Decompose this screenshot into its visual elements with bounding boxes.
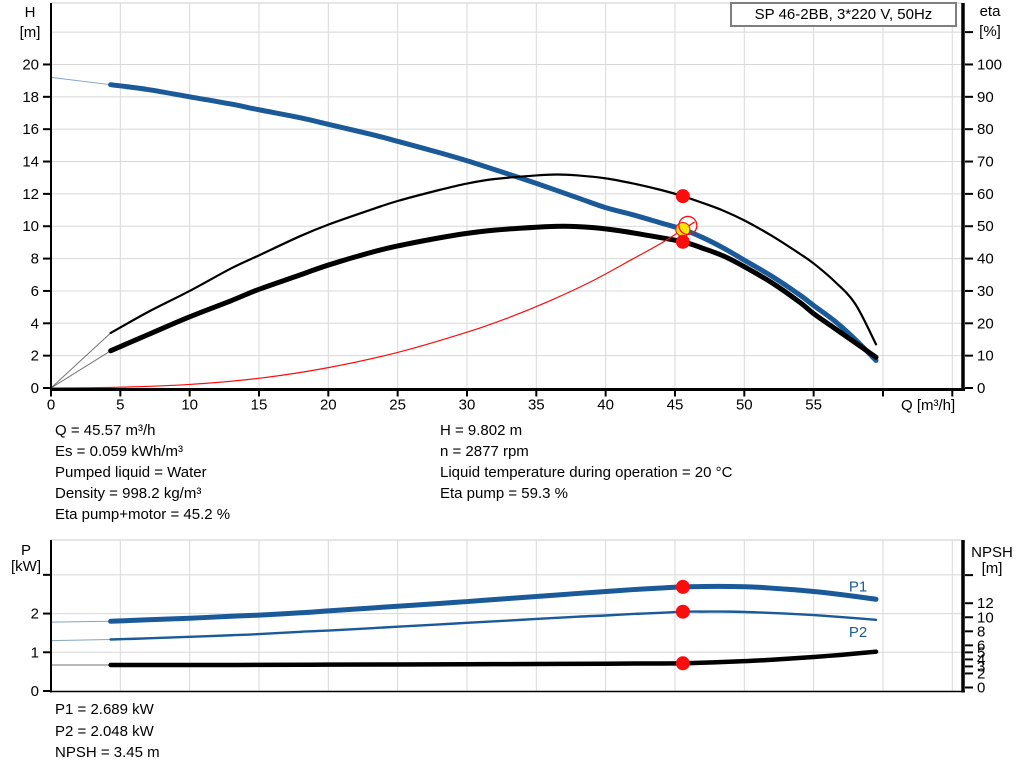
tick-label: 4 bbox=[31, 315, 39, 332]
tick-label: 0 bbox=[47, 397, 55, 414]
tick-label: 2 bbox=[31, 606, 39, 623]
p1-curve-thin bbox=[50, 620, 111, 623]
op-specific-energy: Es = 0.059 kWh/m³ bbox=[55, 443, 183, 460]
eta-axis-label: eta [%] bbox=[964, 2, 1016, 42]
eta-axis-label-unit: [%] bbox=[979, 23, 1001, 40]
head-curve-thin bbox=[50, 76, 111, 86]
tick-label: 35 bbox=[528, 397, 545, 414]
h-axis-label-unit: [m] bbox=[19, 24, 41, 41]
op-p1: P1 = 2.689 kW bbox=[55, 701, 154, 718]
tick-label: 55 bbox=[805, 397, 822, 414]
op-eta-pump: Eta pump = 59.3 % bbox=[440, 485, 568, 502]
eta-pump-curve-thin bbox=[50, 332, 111, 389]
eta-pump-motor-curve bbox=[108, 223, 879, 360]
tick-label: 70 bbox=[977, 154, 994, 171]
tick-label: 14 bbox=[22, 154, 39, 171]
tick-label: 6 bbox=[31, 283, 39, 300]
tick-label: 12 bbox=[977, 595, 994, 612]
tick-label: 50 bbox=[977, 218, 994, 235]
h-axis-label: H [m] bbox=[9, 3, 51, 43]
system-curve bbox=[50, 221, 695, 389]
tick-label: 0 bbox=[977, 380, 985, 397]
tick-label: 8 bbox=[31, 251, 39, 268]
duty-point-npsh[interactable] bbox=[675, 656, 690, 671]
npsh-axis-label: NPSH [m] bbox=[962, 545, 1022, 577]
eta-pump-motor-curve-thin bbox=[50, 350, 111, 389]
tick-label: 12 bbox=[22, 186, 39, 203]
pump-title-box: SP 46-2BB, 3*220 V, 50Hz bbox=[730, 2, 957, 27]
tick-label: 1 bbox=[31, 644, 39, 661]
operating-point-bottom-column: P1 = 2.689 kW P2 = 2.048 kW NPSH = 3.45 … bbox=[55, 700, 160, 765]
npsh-curve bbox=[108, 649, 879, 668]
tick-label: 40 bbox=[597, 397, 614, 414]
tick-label: 0 bbox=[977, 680, 985, 697]
operating-point-right-column: H = 9.802 m n = 2877 rpm Liquid temperat… bbox=[440, 421, 732, 505]
duty-point-eta-pump-motor[interactable] bbox=[675, 234, 690, 249]
p-axis-label: P [kW] bbox=[3, 543, 49, 575]
duty-point-p1[interactable] bbox=[675, 579, 690, 594]
pump-title: SP 46-2BB, 3*220 V, 50Hz bbox=[754, 6, 933, 23]
tick-label: 10 bbox=[22, 218, 39, 235]
p-axis-label-unit: [kW] bbox=[11, 558, 41, 575]
tick-label: 100 bbox=[977, 56, 1002, 73]
op-head: H = 9.802 m bbox=[440, 422, 523, 439]
duty-point-head-ring bbox=[678, 215, 698, 236]
tick-label: 18 bbox=[22, 89, 39, 106]
tick-label: 20 bbox=[320, 397, 337, 414]
op-speed: n = 2877 rpm bbox=[440, 443, 529, 460]
tick-label: 5 bbox=[977, 644, 985, 661]
tick-label: 3 bbox=[977, 658, 985, 675]
op-density: Density = 998.2 kg/m³ bbox=[55, 485, 202, 502]
operating-point-left-column: Q = 45.57 m³/h Es = 0.059 kWh/m³ Pumped … bbox=[55, 421, 230, 526]
p2-curve-thin bbox=[50, 639, 111, 642]
tick-label: 45 bbox=[667, 397, 684, 414]
tick-label: 4 bbox=[977, 651, 985, 668]
tick-label: 16 bbox=[22, 121, 39, 138]
npsh-axis-label-symbol: NPSH bbox=[971, 544, 1013, 561]
eta-pump-curve bbox=[109, 173, 878, 346]
op-pumped-liquid: Pumped liquid = Water bbox=[55, 464, 207, 481]
p1-curve bbox=[108, 583, 879, 624]
tick-label: 20 bbox=[977, 315, 994, 332]
op-p2: P2 = 2.048 kW bbox=[55, 722, 154, 740]
head-curve bbox=[108, 82, 879, 363]
h-axis-label-symbol: H bbox=[24, 4, 36, 21]
tick-label: 40 bbox=[977, 251, 994, 268]
tick-label: 0 bbox=[31, 683, 39, 700]
duty-point-eta-pump[interactable] bbox=[675, 189, 690, 204]
op-eta-pump-motor: Eta pump+motor = 45.2 % bbox=[55, 506, 231, 523]
npsh-axis-label-unit: [m] bbox=[981, 560, 1003, 577]
tick-label: 60 bbox=[977, 186, 994, 203]
duty-point-p2[interactable] bbox=[675, 604, 690, 619]
eta-axis-label-symbol: eta bbox=[979, 3, 1001, 20]
tick-label: 5 bbox=[116, 397, 124, 414]
q-axis-label: Q [m³/h] bbox=[901, 397, 956, 414]
tick-label: 10 bbox=[977, 348, 994, 365]
tick-label: 6 bbox=[977, 637, 985, 654]
curve-label-p1: P1 bbox=[849, 578, 867, 595]
tick-label: 25 bbox=[389, 397, 406, 414]
tick-label: 10 bbox=[977, 609, 994, 626]
op-liquid-temperature: Liquid temperature during operation = 20… bbox=[440, 464, 733, 481]
tick-label: 90 bbox=[977, 89, 994, 106]
tick-label: 50 bbox=[736, 397, 753, 414]
p-axis-label-symbol: P bbox=[20, 542, 31, 559]
tick-label: 80 bbox=[977, 121, 994, 138]
tick-label: 30 bbox=[459, 397, 476, 414]
tick-label: 2 bbox=[31, 348, 39, 365]
tick-label: 20 bbox=[22, 56, 39, 73]
p2-curve bbox=[109, 610, 878, 641]
tick-label: 15 bbox=[251, 397, 268, 414]
tick-label: 0 bbox=[31, 380, 39, 397]
op-npsh: NPSH = 3.45 m bbox=[55, 744, 160, 761]
tick-label: 8 bbox=[977, 623, 985, 640]
tick-label: 2 bbox=[977, 665, 985, 682]
op-flow: Q = 45.57 m³/h bbox=[55, 422, 156, 439]
tick-label: 10 bbox=[181, 397, 198, 414]
tick-label: 30 bbox=[977, 283, 994, 300]
curve-label-p2: P2 bbox=[849, 624, 867, 641]
